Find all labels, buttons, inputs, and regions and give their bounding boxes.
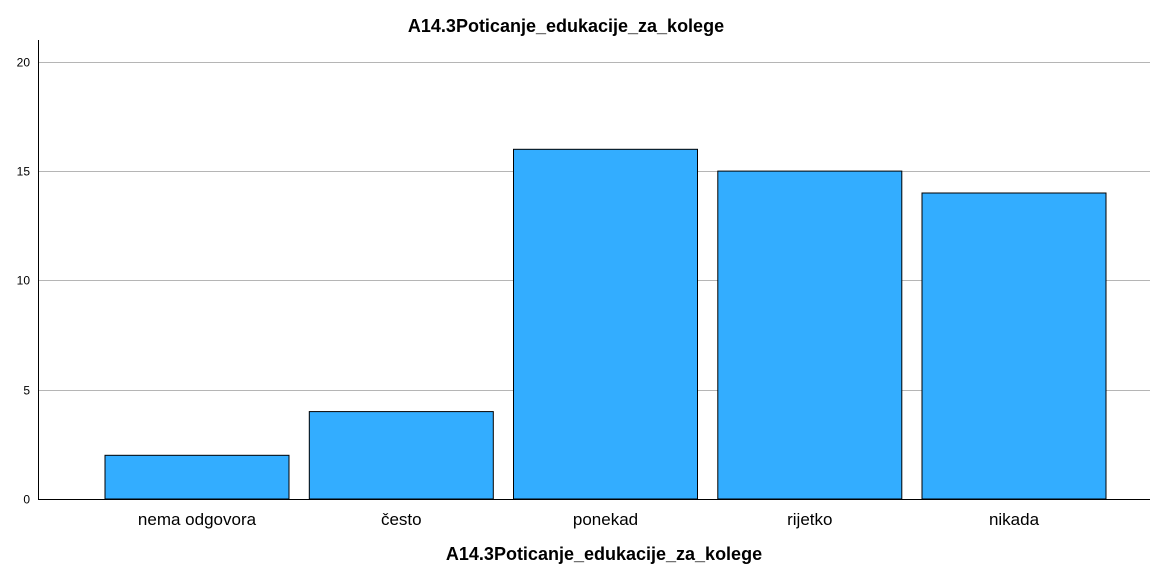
bar — [921, 192, 1107, 500]
bars — [104, 148, 1107, 500]
y-tick-label: 15 — [17, 165, 31, 179]
axes — [38, 40, 1150, 500]
x-tick-labels: nema odgovora često ponekad rijetko nikada — [138, 510, 1040, 529]
x-tick-label: nikada — [989, 510, 1040, 529]
y-tick-label: 10 — [17, 274, 31, 288]
y-tick-label: 0 — [23, 493, 30, 507]
y-tick-labels: 0 5 10 15 20 — [17, 56, 31, 507]
bar — [717, 170, 903, 500]
bar — [104, 454, 290, 500]
chart-title: A14.3Poticanje_edukacije_za_kolege — [408, 16, 724, 36]
x-tick-label: ponekad — [573, 510, 638, 529]
x-axis-label: A14.3Poticanje_edukacije_za_kolege — [446, 544, 762, 564]
bar — [308, 411, 494, 500]
x-tick-label: nema odgovora — [138, 510, 257, 529]
x-tick-label: često — [381, 510, 422, 529]
bar — [513, 148, 698, 500]
y-tick-label: 5 — [23, 384, 30, 398]
x-tick-label: rijetko — [787, 510, 832, 529]
y-tick-label: 20 — [17, 56, 31, 70]
